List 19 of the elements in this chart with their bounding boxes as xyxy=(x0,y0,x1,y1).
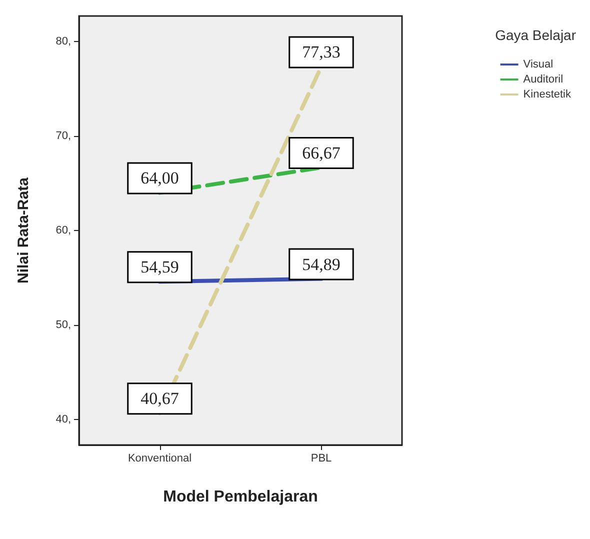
y-tick-label: 80, xyxy=(56,36,71,48)
y-tick-label: 70, xyxy=(56,130,71,142)
data-label: 40,67 xyxy=(140,389,180,408)
x-tick-label: PBL xyxy=(310,452,332,464)
legend-label: Visual xyxy=(523,58,554,70)
data-label: 64,00 xyxy=(140,168,179,188)
data-label: 77,33 xyxy=(302,42,340,62)
y-axis-title: Nilai Rata-Rata xyxy=(15,176,32,284)
x-axis-title: Model Pembelajaran xyxy=(163,488,318,506)
data-label: 66,67 xyxy=(302,143,341,162)
y-tick-label: 50, xyxy=(56,318,71,331)
legend-label: Auditoril xyxy=(523,74,564,86)
x-tick-label: Konventional xyxy=(128,452,192,464)
legend-label: Kinestetik xyxy=(523,88,572,100)
y-tick-label: 60, xyxy=(56,224,71,236)
data-label: 54,89 xyxy=(302,254,340,274)
y-tick-label: 40, xyxy=(56,413,71,426)
data-label: 54,59 xyxy=(140,258,179,277)
legend-title: Gaya Belajar xyxy=(495,27,576,43)
